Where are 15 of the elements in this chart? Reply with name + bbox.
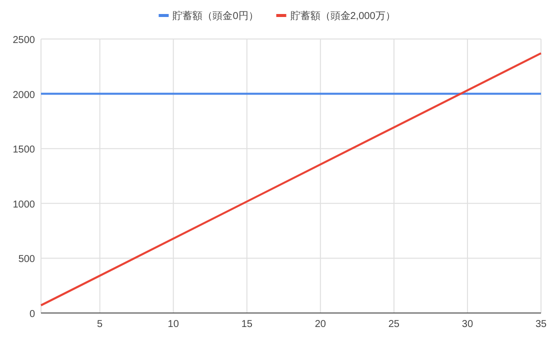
x-tick-label: 30 (462, 319, 474, 330)
x-tick-label: 25 (388, 319, 400, 330)
legend-label: 貯蓄額（頭金2,000万） (290, 10, 396, 22)
x-tick-label: 10 (168, 319, 180, 330)
y-tick-label: 500 (18, 254, 36, 266)
y-tick-label: 2000 (12, 90, 36, 101)
y-tick-label: 1500 (12, 144, 36, 156)
x-tick-label: 35 (535, 319, 547, 330)
legend-label: 貯蓄額（頭金0円） (172, 10, 258, 22)
y-tick-label: 1000 (12, 199, 36, 210)
y-tick-label: 2500 (12, 35, 36, 46)
x-tick-label: 15 (241, 319, 253, 330)
y-tick-label: 0 (29, 309, 36, 320)
x-tick-label: 20 (314, 319, 326, 330)
x-tick-label: 5 (97, 319, 104, 330)
